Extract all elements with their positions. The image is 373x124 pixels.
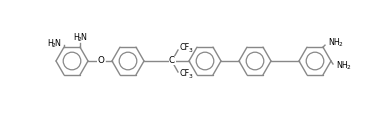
Text: CF: CF bbox=[179, 69, 189, 78]
Text: 3: 3 bbox=[188, 48, 192, 53]
Text: 3: 3 bbox=[188, 74, 192, 79]
Text: C: C bbox=[169, 56, 175, 65]
Text: 2: 2 bbox=[339, 42, 342, 47]
Text: CF: CF bbox=[179, 44, 189, 52]
Text: H: H bbox=[47, 39, 53, 48]
Text: 2: 2 bbox=[78, 37, 81, 42]
Text: 2: 2 bbox=[51, 43, 55, 48]
Text: NH: NH bbox=[336, 61, 348, 69]
Text: NH: NH bbox=[328, 38, 340, 47]
Text: 2: 2 bbox=[347, 65, 350, 70]
Text: H: H bbox=[73, 33, 79, 42]
Text: N: N bbox=[81, 33, 87, 42]
Text: N: N bbox=[54, 39, 60, 48]
Text: O: O bbox=[98, 56, 104, 65]
